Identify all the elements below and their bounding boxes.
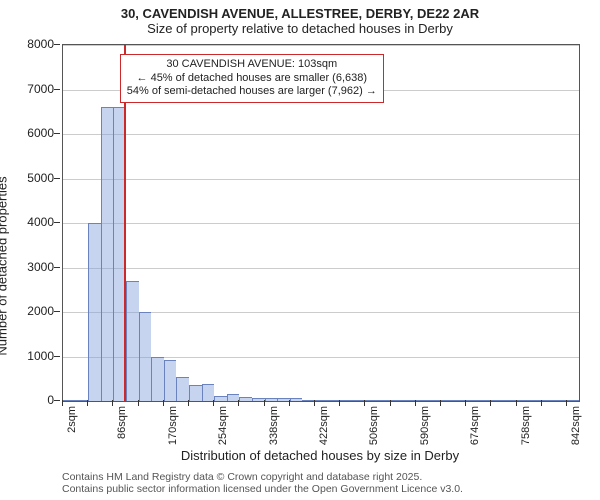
y-axis: Number of detached properties 0100020003… bbox=[0, 44, 60, 400]
annotation-line: ← 45% of detached houses are smaller (6,… bbox=[127, 72, 377, 86]
y-tick-label: 3000 bbox=[27, 260, 54, 274]
histogram-bar bbox=[189, 385, 202, 401]
x-axis-title: Distribution of detached houses by size … bbox=[181, 448, 459, 463]
x-tick-label: 506sqm bbox=[368, 406, 380, 445]
x-tick-label: 2sqm bbox=[66, 406, 78, 433]
title-area: 30, CAVENDISH AVENUE, ALLESTREE, DERBY, … bbox=[0, 0, 600, 36]
gridline bbox=[63, 134, 579, 135]
footer-line: Contains public sector information licen… bbox=[62, 483, 463, 496]
y-tick-label: 8000 bbox=[27, 37, 54, 51]
x-tick-label: 86sqm bbox=[116, 406, 128, 439]
footer-line: Contains HM Land Registry data © Crown c… bbox=[62, 471, 463, 484]
y-tick-label: 4000 bbox=[27, 215, 54, 229]
histogram-bar bbox=[176, 377, 189, 401]
annotation-line: 30 CAVENDISH AVENUE: 103sqm bbox=[127, 58, 377, 72]
x-axis: 2sqm 86sqm 170sqm 254sqm 338sqm 422sqm 506sqm 5… bbox=[62, 400, 578, 462]
plot-area: 30 CAVENDISH AVENUE: 103sqm← 45% of deta… bbox=[62, 44, 580, 402]
x-tick-label: 170sqm bbox=[167, 406, 179, 445]
property-size-chart: 30, CAVENDISH AVENUE, ALLESTREE, DERBY, … bbox=[0, 0, 600, 500]
histogram-bar bbox=[164, 360, 177, 401]
x-tick-label: 254sqm bbox=[217, 406, 229, 445]
histogram-bar bbox=[202, 384, 215, 401]
x-tick-label: 674sqm bbox=[469, 406, 481, 445]
gridline bbox=[63, 223, 579, 224]
histogram-bar bbox=[139, 312, 152, 401]
annotation-box: 30 CAVENDISH AVENUE: 103sqm← 45% of deta… bbox=[120, 54, 384, 103]
y-tick-label: 7000 bbox=[27, 82, 54, 96]
y-axis-title: Number of detached properties bbox=[0, 176, 10, 355]
y-tick-label: 5000 bbox=[27, 171, 54, 185]
gridline bbox=[63, 45, 579, 46]
gridline bbox=[63, 268, 579, 269]
x-tick-label: 422sqm bbox=[318, 406, 330, 445]
x-tick-label: 758sqm bbox=[520, 406, 532, 445]
histogram-bar bbox=[101, 107, 114, 401]
x-tick-label: 338sqm bbox=[268, 406, 280, 445]
y-tick-label: 1000 bbox=[27, 349, 54, 363]
y-tick-label: 2000 bbox=[27, 304, 54, 318]
histogram-bar bbox=[151, 357, 164, 402]
chart-title: 30, CAVENDISH AVENUE, ALLESTREE, DERBY, … bbox=[10, 6, 590, 21]
y-tick-label: 6000 bbox=[27, 126, 54, 140]
histogram-bar bbox=[126, 281, 139, 401]
annotation-line: 54% of semi-detached houses are larger (… bbox=[127, 85, 377, 99]
y-tick-label: 0 bbox=[47, 393, 54, 407]
x-tick-label: 842sqm bbox=[570, 406, 582, 445]
footer-attribution: Contains HM Land Registry data © Crown c… bbox=[62, 471, 463, 496]
gridline bbox=[63, 179, 579, 180]
histogram-bar bbox=[88, 223, 101, 401]
chart-subtitle: Size of property relative to detached ho… bbox=[10, 21, 590, 36]
x-tick-label: 590sqm bbox=[419, 406, 431, 445]
